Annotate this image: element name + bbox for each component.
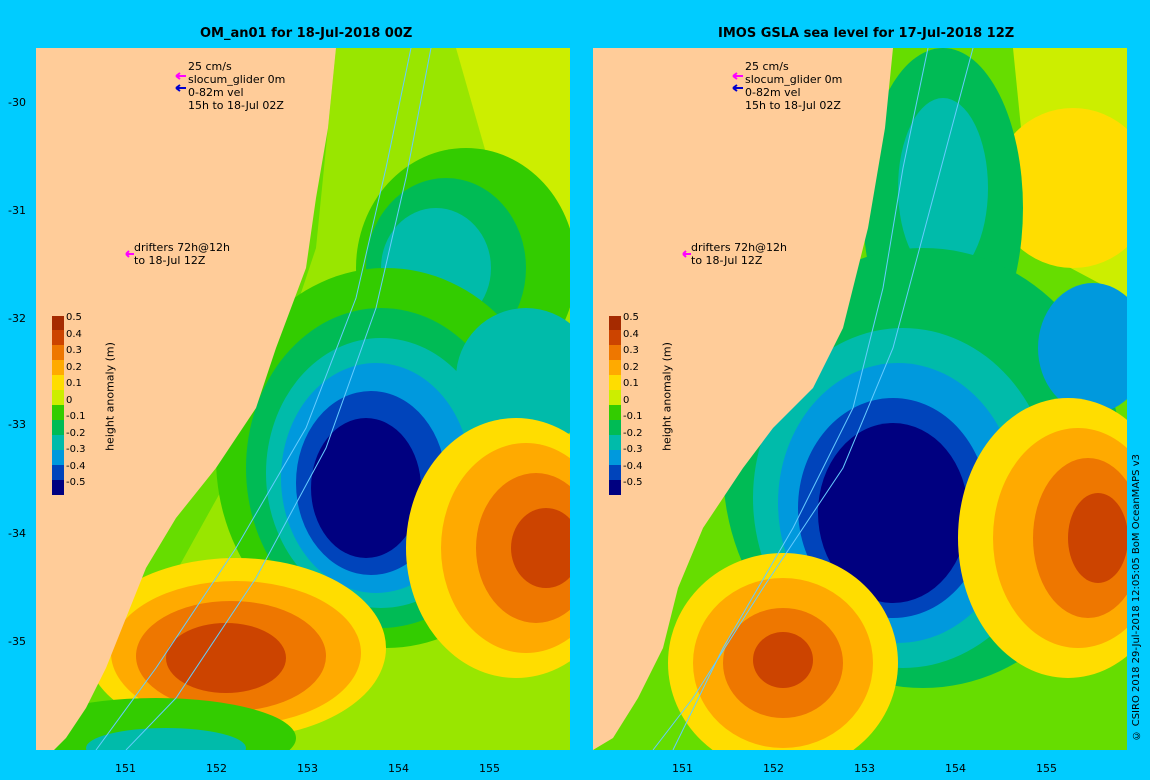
lat-label: -30 <box>8 96 26 109</box>
lon-label: 152 <box>763 762 784 775</box>
right-colorbar-label: height anomaly (m) <box>660 342 674 451</box>
colorbar-tick: 0.3 <box>623 345 639 356</box>
colorbar-tick: 0.1 <box>623 378 639 389</box>
colorbar-tick: 0 <box>66 394 73 406</box>
colorbar-tick: -0.3 <box>66 444 86 455</box>
legend-line: 25 cm/s <box>188 60 232 73</box>
lon-label: 151 <box>672 762 693 775</box>
colorbar-tick: -0.5 <box>623 477 643 488</box>
colorbar-tick: 0.3 <box>66 345 82 356</box>
legend-line: 15h to 18-Jul 02Z <box>188 99 284 112</box>
right-map-panel <box>593 48 1127 750</box>
right-colorbar-ticks: 0.5 0.4 0.3 0.2 0.1 0 -0.1 -0.2 -0.3 -0.… <box>623 310 643 492</box>
legend-line: 15h to 18-Jul 02Z <box>745 99 841 112</box>
colorbar-tick: 0.4 <box>623 328 639 340</box>
lon-label: 154 <box>945 762 966 775</box>
colorbar-tick: 0.5 <box>66 312 82 323</box>
left-drifters-legend: drifters 72h@12h to 18-Jul 12Z <box>134 241 230 267</box>
colorbar-tick: 0.5 <box>623 312 639 323</box>
right-drifters-legend: drifters 72h@12h to 18-Jul 12Z <box>691 241 787 267</box>
lon-label: 151 <box>115 762 136 775</box>
lat-label: -32 <box>8 312 26 325</box>
lat-label: -35 <box>8 635 26 648</box>
legend-line: to 18-Jul 12Z <box>691 254 763 267</box>
copyright-text: © CSIRO 2018 29-Jul-2018 12:05:05 BoM Oc… <box>1131 453 1142 740</box>
lon-label: 155 <box>479 762 500 775</box>
colorbar-tick: 0.2 <box>66 361 82 373</box>
right-legend: 25 cm/s slocum_glider 0m 0-82m vel 15h t… <box>745 60 842 112</box>
colorbar-tick: -0.5 <box>66 477 86 488</box>
lon-label: 155 <box>1036 762 1057 775</box>
colorbar-tick: -0.4 <box>66 460 86 472</box>
lat-label: -31 <box>8 204 26 217</box>
colorbar-tick: -0.2 <box>66 427 86 439</box>
left-colorbar-ticks: 0.5 0.4 0.3 0.2 0.1 0 -0.1 -0.2 -0.3 -0.… <box>66 310 86 492</box>
lon-label: 154 <box>388 762 409 775</box>
legend-line: slocum_glider 0m <box>188 73 286 86</box>
legend-line: slocum_glider 0m <box>745 73 843 86</box>
left-map-panel <box>36 48 570 750</box>
colorbar-tick: -0.3 <box>623 444 643 455</box>
lat-label: -33 <box>8 418 26 431</box>
lon-label: 152 <box>206 762 227 775</box>
legend-line: 0-82m vel <box>745 86 801 99</box>
legend-line: 25 cm/s <box>745 60 789 73</box>
lon-label: 153 <box>297 762 318 775</box>
lat-label: -34 <box>8 527 26 540</box>
left-legend: 25 cm/s slocum_glider 0m 0-82m vel 15h t… <box>188 60 285 112</box>
colorbar-tick: 0.1 <box>66 378 82 389</box>
legend-line: drifters 72h@12h <box>134 241 231 254</box>
colorbar-tick: -0.1 <box>66 411 86 422</box>
legend-line: 0-82m vel <box>188 86 244 99</box>
colorbar-tick: 0.2 <box>623 361 639 373</box>
colorbar-tick: -0.4 <box>623 460 643 472</box>
left-panel-title: OM_an01 for 18-Jul-2018 00Z <box>200 26 413 41</box>
lon-label: 153 <box>854 762 875 775</box>
legend-line: drifters 72h@12h <box>691 241 788 254</box>
left-colorbar-label: height anomaly (m) <box>103 342 117 451</box>
colorbar-tick: 0 <box>623 394 630 406</box>
colorbar-tick: 0.4 <box>66 328 82 340</box>
colorbar-tick: -0.2 <box>623 427 643 439</box>
legend-line: to 18-Jul 12Z <box>134 254 206 267</box>
colorbar-tick: -0.1 <box>623 411 643 422</box>
right-panel-title: IMOS GSLA sea level for 17-Jul-2018 12Z <box>718 26 1015 41</box>
